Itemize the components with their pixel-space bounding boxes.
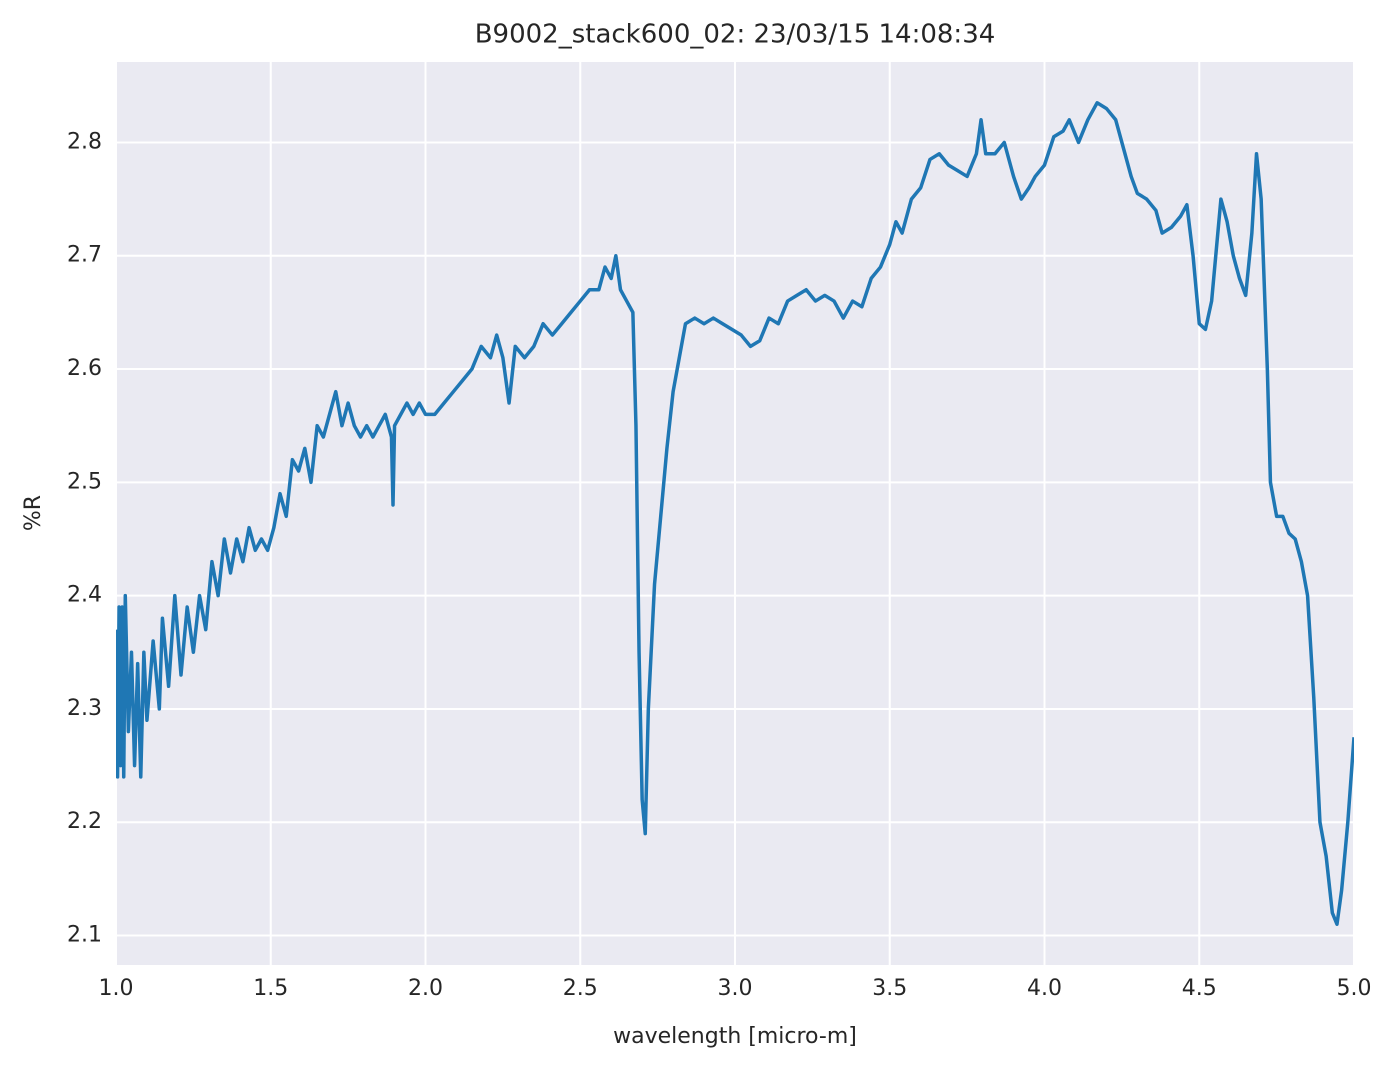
y-tick-label: 2.3 [67,696,102,721]
x-axis-label: wavelength [micro-m] [613,1024,857,1049]
x-tick-label: 4.5 [1182,976,1217,1001]
x-tick-label: 5.0 [1337,976,1372,1001]
x-tick-label: 1.0 [99,976,134,1001]
y-tick-label: 2.7 [67,243,102,268]
data-line [116,101,1354,926]
x-tick-label: 2.0 [408,976,443,1001]
y-axis-label: %R [21,495,46,531]
x-tick-label: 4.0 [1027,976,1062,1001]
x-tick-label: 1.5 [253,976,288,1001]
x-tick-label: 2.5 [563,976,598,1001]
y-tick-label: 2.6 [67,356,102,381]
x-tick-label: 3.0 [718,976,753,1001]
chart-title: B9002_stack600_02: 23/03/15 14:08:34 [475,20,996,50]
y-tick-label: 2.4 [67,583,102,608]
y-tick-label: 2.1 [67,923,102,948]
y-tick-label: 2.5 [67,469,102,494]
x-tick-label: 3.5 [872,976,907,1001]
y-tick-label: 2.8 [67,129,102,154]
y-tick-label: 2.2 [67,809,102,834]
